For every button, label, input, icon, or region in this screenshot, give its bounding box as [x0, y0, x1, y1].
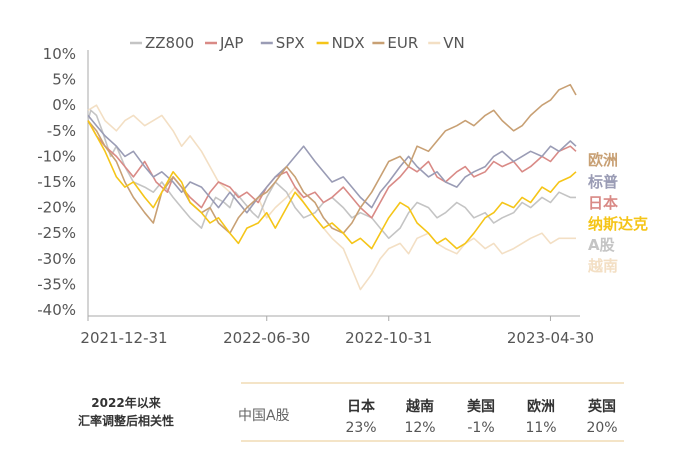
end-label: 标普 [587, 173, 618, 191]
legend: ZZ800 JAP SPX NDX EUR VN [130, 34, 465, 52]
series-line-eur [87, 83, 577, 234]
y-tick-label: -40% [37, 301, 76, 319]
table-col-value: 20% [586, 420, 617, 436]
y-tick-label: -20% [37, 199, 76, 217]
y-tick-label: -25% [37, 224, 76, 242]
legend-label: VN [443, 34, 464, 52]
table-col-value: 11% [525, 420, 556, 436]
table-title-line2: 汇率调整后相关性 [78, 413, 174, 428]
y-axis: 10% 5% 0% -5% -10% -15% -20% -25% -30% -35% -40% [37, 45, 89, 319]
x-tick-label: 2022-10-31 [345, 329, 432, 347]
x-tick-label: 2021-12-31 [80, 329, 167, 347]
table-col-header: 日本 [347, 398, 376, 415]
series-lines [87, 83, 577, 291]
y-tick-label: -10% [37, 147, 76, 165]
end-label: 纳斯达克 [588, 215, 648, 233]
x-tick-label: 2023-04-30 [507, 329, 594, 347]
table-col-value: 23% [345, 420, 376, 436]
y-tick-label: -30% [37, 250, 76, 268]
legend-label: JAP [219, 34, 243, 52]
table-col-value: -1% [467, 420, 494, 436]
legend-label: NDX [332, 34, 365, 52]
series-line-ndx [87, 120, 577, 250]
end-label: A股 [588, 236, 616, 254]
y-tick-label: -5% [47, 122, 76, 140]
table-col-header: 美国 [467, 398, 495, 415]
y-tick-label: -15% [37, 173, 76, 191]
table-row-label: 中国A股 [238, 408, 290, 424]
series-line-vn [87, 104, 576, 291]
x-tick-label: 2022-06-30 [223, 329, 310, 347]
y-tick-label: 5% [52, 71, 76, 89]
y-tick-label: 10% [43, 45, 76, 63]
legend-label: ZZ800 [145, 34, 194, 52]
table-col-header: 越南 [405, 398, 434, 415]
y-tick-label: 0% [52, 96, 76, 114]
table-columns: 日本 23% 越南 12% 美国 -1% 欧洲 11% 英国 20% [345, 398, 617, 436]
end-label: 日本 [588, 194, 618, 212]
end-label: 欧洲 [588, 151, 618, 169]
legend-label: SPX [276, 34, 305, 52]
series-line-zz800 [87, 109, 576, 240]
table-col-header: 欧洲 [527, 398, 555, 415]
x-axis: 2021-12-31 2022-06-30 2022-10-31 2023-04-30 [80, 315, 594, 347]
table-title-line1: 2022年以来 [91, 395, 161, 410]
end-label: 越南 [587, 257, 618, 275]
legend-label: EUR [387, 34, 418, 52]
y-tick-label: -35% [37, 275, 76, 293]
table-col-value: 12% [404, 420, 435, 436]
series-line-jap [87, 120, 577, 219]
correlation-table: 2022年以来 汇率调整后相关性 中国A股 日本 23% 越南 12% 美国 -1% 欧洲 1… [78, 382, 624, 442]
table-col-header: 英国 [587, 398, 616, 415]
